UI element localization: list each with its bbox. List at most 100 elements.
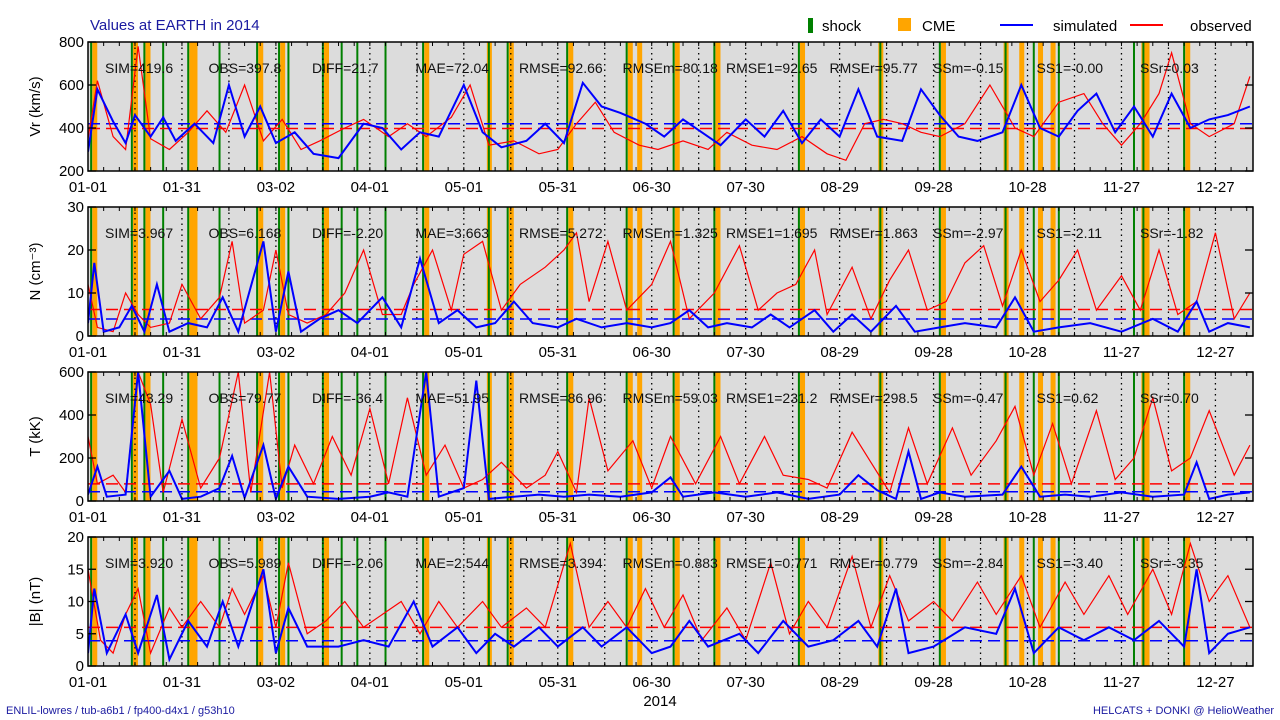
y-tick-label: 0 [76,658,84,675]
cme-marker [627,372,633,501]
cme-marker [324,207,330,336]
cme-marker [940,537,946,666]
cme-marker [800,372,806,501]
observed-series [88,541,1251,656]
cme-marker [258,207,264,336]
cme-marker [324,372,330,501]
cme-marker [1185,537,1191,666]
y-tick-label: 200 [59,450,84,467]
cme-marker [568,372,574,501]
stat-label: RMSE=3.394 [519,555,603,571]
cme-marker [1144,537,1150,666]
chart-title: Values at EARTH in 2014 [90,17,260,34]
x-tick-label: 11-27 [1103,674,1140,691]
stat-label: SIM=3.967 [105,225,173,241]
cme-marker [189,537,195,666]
cme-marker [715,537,721,666]
cme-marker [1038,207,1044,336]
observed-series [88,231,1251,333]
stat-label: OBS=79.77 [209,390,282,406]
legend-cme-swatch [898,18,911,31]
cme-marker [715,42,721,171]
cme-marker [1019,537,1025,666]
cme-marker [637,42,643,171]
cme-marker [132,207,138,336]
x-tick-label: 04-01 [351,344,389,361]
cme-marker [1185,372,1191,501]
x-tick-label: 04-01 [351,674,389,691]
stat-label: RMSE1=1.695 [726,225,818,241]
x-tick-label: 01-31 [163,674,201,691]
cme-marker [92,372,98,501]
cme-marker [1038,42,1044,171]
stat-label: SSr=0.70 [1140,390,1199,406]
cme-marker [637,372,643,501]
stat-label: DIFF=-2.06 [312,555,383,571]
cme-marker [627,207,633,336]
cme-marker [192,537,198,666]
x-tick-label: 03-02 [257,509,295,526]
cme-marker [424,372,430,501]
plot-frame [87,371,1254,502]
stat-label: RMSEr=95.77 [830,60,919,76]
stat-label: RMSEm=0.883 [623,555,719,571]
simulated-series [88,568,1251,663]
cme-marker [1185,42,1191,171]
cme-marker [940,207,946,336]
cme-marker [1038,372,1044,501]
x-tick-label: 11-27 [1103,509,1140,526]
cme-marker [800,42,806,171]
cme-marker [940,42,946,171]
x-tick-label: 08-29 [820,674,858,691]
cme-marker [192,207,198,336]
x-tick-label: 12-27 [1196,344,1234,361]
cme-marker [800,537,806,666]
cme-marker [1144,372,1150,501]
y-axis-label: Vr (km/s) [27,76,44,136]
stat-label: OBS=397.8 [209,60,282,76]
x-tick-label: 05-01 [445,509,483,526]
stat-label: MAE=2.544 [416,555,490,571]
x-tick-label: 05-31 [539,674,577,691]
y-tick-label: 600 [59,364,84,381]
cme-marker [132,537,138,666]
stat-label: RMSE=92.66 [519,60,603,76]
x-tick-label: 03-02 [257,179,295,196]
panel-2: 0 200 400 600 T (kK) 01-01 01-31 03-02 04-01 05-0… [27,364,1254,526]
y-axis-label: |B| (nT) [27,577,44,626]
y-axis-label: T (kK) [27,416,44,457]
stat-label: SSr=0.03 [1140,60,1199,76]
legend-shock-swatch [808,18,813,33]
simulated-series [88,80,1251,160]
x-tick-label: 09-28 [914,674,952,691]
cme-marker [674,372,680,501]
stat-label: DIFF=21.7 [312,60,379,76]
x-tick-label: 01-01 [69,344,107,361]
cme-marker [1019,372,1025,501]
cme-marker [508,537,514,666]
stat-label: SSm=-0.47 [933,390,1004,406]
x-tick-label: 05-31 [539,509,577,526]
x-tick-label: 03-02 [257,344,295,361]
stat-label: SIM=419.6 [105,60,173,76]
stat-label: SSm=-2.97 [933,225,1004,241]
y-tick-label: 400 [59,407,84,424]
x-tick-label: 01-31 [163,344,201,361]
cme-marker [1144,207,1150,336]
stat-label: MAE=51.95 [416,390,490,406]
x-tick-label: 07-30 [726,509,764,526]
cme-marker [568,42,574,171]
stat-label: RMSE=5.272 [519,225,603,241]
stat-label: SSr=-1.82 [1140,225,1204,241]
cme-marker [568,207,574,336]
x-tick-label: 05-31 [539,179,577,196]
cme-marker [132,372,138,501]
plot-frame [87,206,1254,337]
x-tick-label: 06-30 [633,509,671,526]
x-tick-label: 01-31 [163,509,201,526]
stat-label: SIM=43.29 [105,390,173,406]
x-tick-label: 07-30 [726,179,764,196]
x-tick-label: 10-28 [1008,179,1046,196]
x-tick-label: 01-01 [69,674,107,691]
